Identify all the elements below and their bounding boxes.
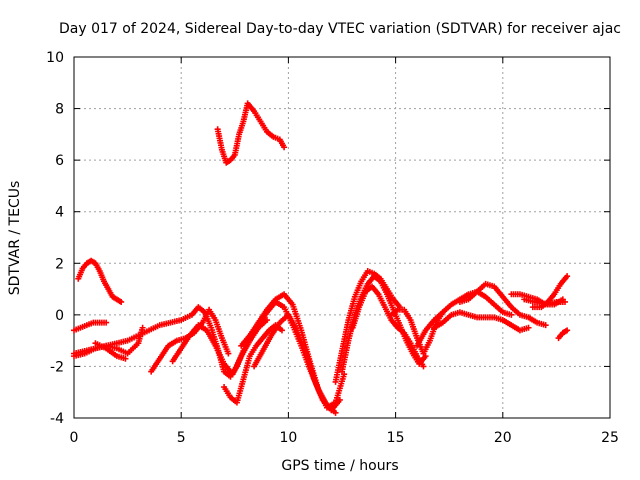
data-point [336,396,343,403]
series-arc-11 [251,311,343,414]
series-arc-2 [71,319,110,334]
series-arc-4 [71,324,146,360]
axis-ticks [73,56,611,419]
data-point [278,327,285,334]
y-tick-label: -2 [50,359,64,375]
y-tick-label: -4 [50,411,64,427]
series-arc-18 [431,309,532,334]
data-point [420,363,427,370]
x-axis-title: GPS time / hours [281,458,398,474]
series-arc-19 [456,280,549,329]
data-point [281,144,288,151]
x-tick-label: 15 [387,430,405,446]
y-tick-label: 10 [46,50,64,66]
data-point [139,324,146,331]
data-point [332,409,339,416]
data-marks [71,100,571,416]
y-axis-title: SDTVAR / TECUs [7,181,23,296]
y-tick-label: 0 [55,308,64,324]
data-point [103,319,110,326]
x-tick-label: 25 [601,430,619,446]
data-point [525,324,532,331]
data-point [122,355,129,362]
data-point [561,298,568,305]
y-tick-label: 8 [55,102,64,118]
x-tick-labels: 0 5 10 15 20 25 [70,430,619,446]
series-arc-23 [555,327,571,342]
plot-frame [73,56,611,419]
x-tick-label: 20 [494,430,512,446]
series-arc-22 [521,296,568,308]
data-point [225,350,232,357]
y-tick-labels: -4 -2 0 2 4 6 8 10 [46,50,64,427]
series-arc-10 [238,291,348,411]
data-point [508,311,515,318]
x-tick-label: 0 [70,430,79,446]
data-point [118,298,125,305]
series-arc-5 [92,340,129,362]
data-point [564,327,571,334]
series-arc-1 [75,257,125,305]
chart-title: Day 017 of 2024, Sidereal Day-to-day VTE… [59,21,621,37]
series-arc-9 [221,322,285,406]
x-tick-label: 10 [279,430,297,446]
data-point [564,273,571,280]
series-arc-15 [349,283,427,370]
series-arc-8 [214,100,288,166]
data-point [542,322,549,329]
x-tick-label: 5 [177,430,186,446]
series-arc-12 [255,298,339,416]
y-tick-label: 4 [55,205,64,221]
y-tick-label: 6 [55,153,64,169]
series-arc-7 [169,317,270,378]
y-tick-label: 2 [55,256,64,272]
